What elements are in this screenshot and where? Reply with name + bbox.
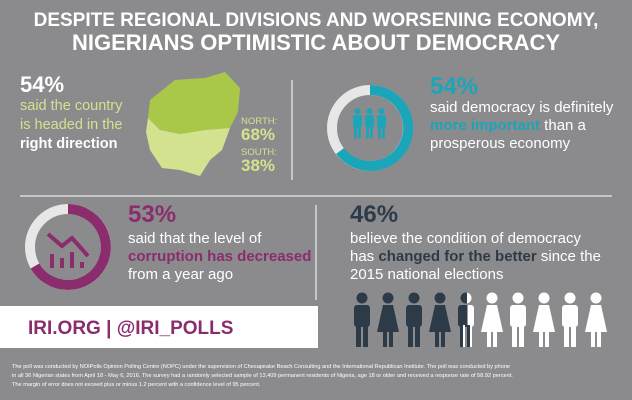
text: said democracy is definitely — [430, 99, 614, 116]
footer-band — [0, 306, 318, 348]
title-line: NIGERIANS OPTIMISTIC ABOUT DEMOCRACY — [72, 30, 560, 55]
icon-chart — [46, 232, 90, 268]
region-value: 68% — [241, 125, 275, 144]
title-line: DESPITE REGIONAL DIVISIONS AND WORSENING… — [34, 10, 599, 31]
accent-text: right direction — [20, 136, 117, 152]
accent-text: changed for the better — [378, 248, 537, 265]
map-north — [148, 72, 240, 134]
donut-arc — [30, 204, 111, 290]
text: 2015 national elections — [350, 266, 503, 283]
stat: 54% — [430, 73, 478, 100]
text-line: said that the level of — [128, 230, 262, 247]
stat: 53% — [128, 201, 176, 228]
stat: 54% — [20, 72, 64, 97]
text: said that the level of — [128, 230, 262, 247]
text-line: said the country — [20, 98, 123, 114]
text: believe the condition of democracy — [350, 230, 581, 247]
text: prosperous economy — [430, 135, 571, 152]
map-south — [146, 118, 230, 176]
text: has — [350, 248, 378, 265]
region-value: 38% — [241, 156, 275, 175]
text-line: corruption has decreased — [128, 248, 311, 265]
text-line: is headed in the — [20, 117, 122, 133]
text-line: prosperous economy — [430, 135, 571, 152]
text: from a year ago — [128, 266, 233, 283]
region-label: NORTH: — [241, 116, 277, 127]
text: is headed in the — [20, 117, 122, 133]
text-line: right direction — [20, 136, 117, 152]
text-line: believe the condition of democracy — [350, 230, 581, 247]
text-line: 2015 national elections — [350, 266, 503, 283]
text-line: from a year ago — [128, 266, 233, 283]
accent-text: more important — [430, 117, 540, 134]
text: than a — [540, 117, 587, 134]
text-line: has changed for the better since the — [350, 248, 601, 265]
text: said the country — [20, 98, 123, 114]
region-label: SOUTH: — [241, 147, 277, 158]
links: IRI.ORG | @IRI_POLLS — [28, 318, 233, 339]
note-line: The margin of error does not exceed plus… — [12, 382, 261, 388]
text-line: said democracy is definitely — [430, 99, 614, 116]
text: since the — [537, 248, 601, 265]
accent-text: corruption has decreased — [128, 248, 311, 265]
note-line: The poll was conducted by NOIPolls Opini… — [12, 364, 510, 370]
note-line: in all 36 Nigerian states from April 18 … — [12, 373, 513, 379]
text-line: more important than a — [430, 117, 587, 134]
stat: 46% — [350, 201, 398, 228]
donut-arc — [336, 84, 414, 171]
